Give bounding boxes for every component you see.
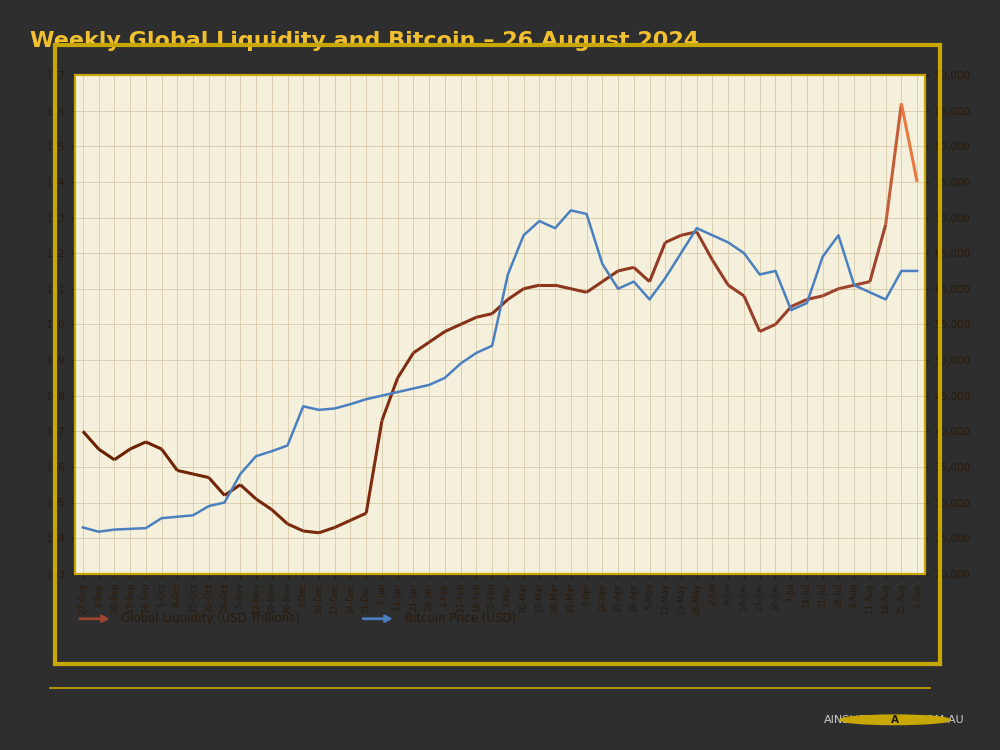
Text: Weekly Global Liquidity and Bitcoin – 26 August 2024: Weekly Global Liquidity and Bitcoin – 26… xyxy=(30,32,699,51)
Text: Global Liquidity (USD Trillions): Global Liquidity (USD Trillions) xyxy=(121,612,300,626)
Text: Bitcoin Price (USD): Bitcoin Price (USD) xyxy=(405,612,516,626)
Circle shape xyxy=(840,715,950,724)
Text: A: A xyxy=(891,715,899,724)
Text: AINSLIEBULLION.COM.AU: AINSLIEBULLION.COM.AU xyxy=(824,715,965,724)
